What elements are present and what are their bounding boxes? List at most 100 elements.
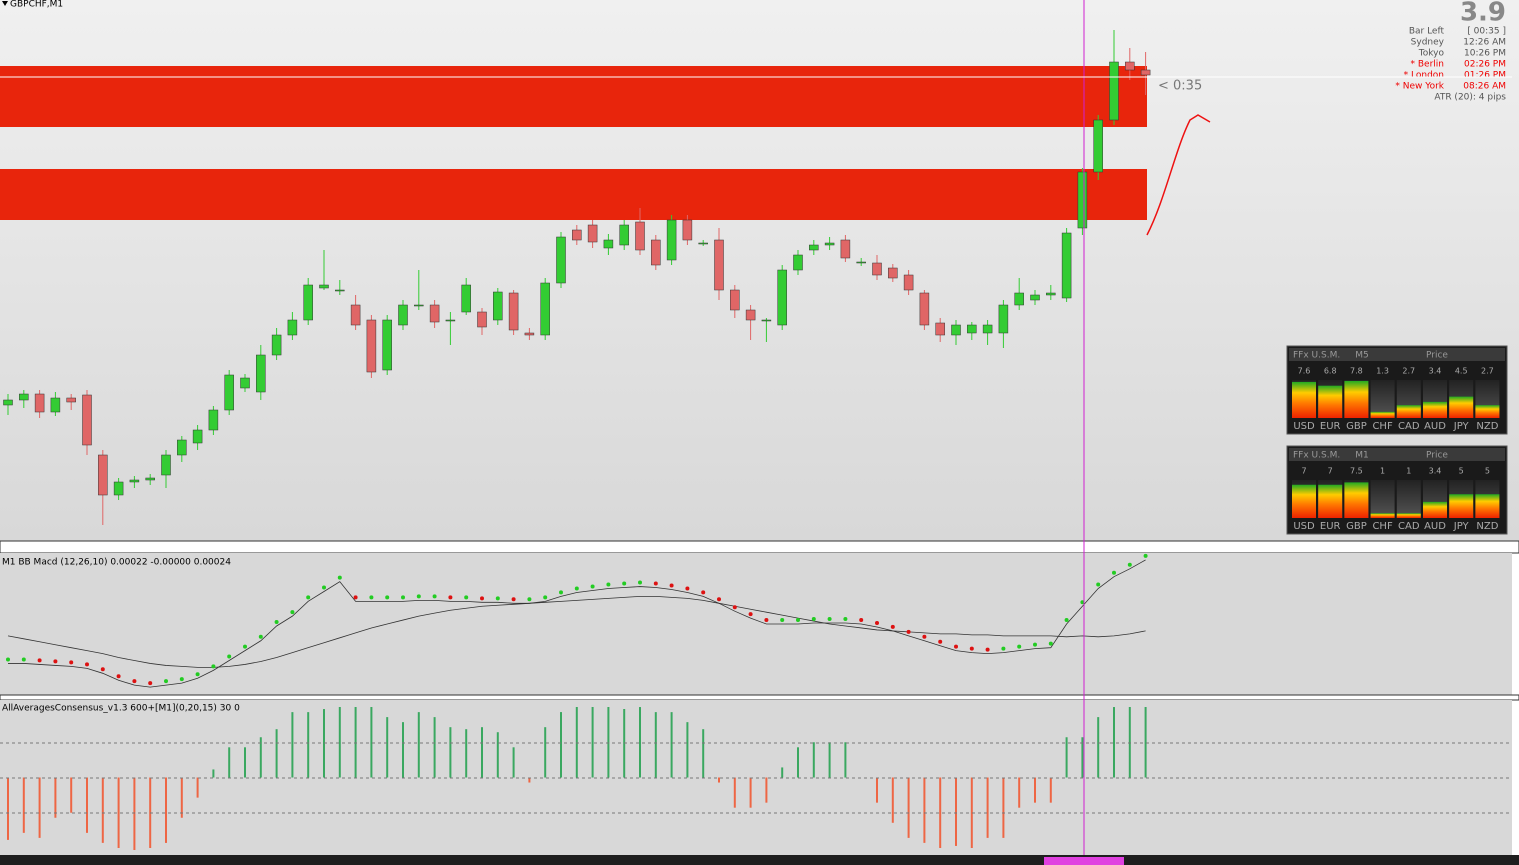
candle-body xyxy=(1125,61,1135,71)
strength-value: 7.5 xyxy=(1350,467,1363,476)
macd-dot xyxy=(258,634,263,639)
bar-bg xyxy=(1370,480,1395,518)
candle-body xyxy=(256,354,266,393)
candle-body xyxy=(603,239,614,249)
info-value: 12:26 AM xyxy=(1463,38,1506,48)
macd-dot xyxy=(21,657,26,662)
info-value: 02:26 PM xyxy=(1464,60,1506,70)
currency: NZD xyxy=(1476,421,1498,432)
currency: AUD xyxy=(1424,421,1446,432)
macd-dot xyxy=(195,672,200,677)
supply-zone xyxy=(0,66,1147,127)
macd-dot xyxy=(543,595,548,600)
macd-dot xyxy=(653,581,658,586)
candle-body xyxy=(98,454,108,496)
candle-body xyxy=(271,334,282,356)
currency: GBP xyxy=(1346,421,1367,432)
strength-bar xyxy=(1292,381,1316,418)
candle-body xyxy=(809,244,819,251)
macd-dot xyxy=(6,657,10,662)
pane-separator xyxy=(0,694,1519,701)
spread-value: 3.9 xyxy=(1460,0,1506,28)
macd-dot xyxy=(669,583,674,588)
macd-dot xyxy=(227,654,232,659)
macd-dot xyxy=(290,610,295,615)
candle-body xyxy=(240,377,250,389)
macd-dot xyxy=(243,644,247,649)
candle-body xyxy=(461,284,471,313)
panel-title: FFx U.S.M. xyxy=(1293,351,1340,361)
macd-dot xyxy=(732,605,737,610)
info-value: [ 00:35 ] xyxy=(1467,27,1506,37)
candle-body xyxy=(635,221,645,251)
strength-bar xyxy=(1318,484,1343,518)
candle-body xyxy=(398,304,408,326)
macd-pane xyxy=(0,553,1512,695)
candle-body xyxy=(1046,292,1056,296)
currency: GBP xyxy=(1346,521,1367,532)
macd-dot xyxy=(164,679,168,684)
candle-body xyxy=(113,481,124,496)
macd-dot xyxy=(480,596,484,601)
macd-dot xyxy=(764,618,769,623)
candle-body xyxy=(935,322,945,336)
strength-value: 3.4 xyxy=(1429,367,1442,376)
candle-body xyxy=(793,254,803,271)
strength-value: 2.7 xyxy=(1481,367,1494,376)
macd-dot xyxy=(638,580,642,585)
macd-dot xyxy=(100,667,105,672)
candle-body xyxy=(1014,292,1024,306)
strength-value: 1.3 xyxy=(1376,367,1389,376)
candle-body xyxy=(714,239,724,291)
macd-dot xyxy=(875,620,879,625)
candle-body xyxy=(540,282,550,336)
info-value: 01:26 PM xyxy=(1464,71,1506,81)
strength-bar xyxy=(1396,405,1421,418)
strength-bar xyxy=(1475,405,1500,418)
candle-body xyxy=(824,242,835,246)
candle-body xyxy=(619,224,629,246)
strength-value: 7 xyxy=(1328,467,1333,476)
macd-dot xyxy=(1080,600,1085,605)
macd-dot xyxy=(859,618,864,623)
candle-body xyxy=(82,394,92,446)
macd-dot xyxy=(353,595,358,600)
strength-bar xyxy=(1318,385,1343,418)
consensus-label: AllAveragesConsensus_v1.3 600+[M1](0,20,… xyxy=(2,704,240,714)
candle-body xyxy=(777,269,787,326)
macd-dot xyxy=(954,644,958,649)
macd-dot xyxy=(148,681,153,686)
currency: CHF xyxy=(1372,421,1393,432)
info-label: * Berlin xyxy=(1411,60,1444,70)
macd-dot xyxy=(116,674,121,679)
candle-body xyxy=(1077,171,1088,229)
panel-timeframe: M1 xyxy=(1355,451,1369,461)
candle-body xyxy=(445,319,456,322)
strength-bar xyxy=(1344,380,1369,418)
candle-body xyxy=(192,429,203,444)
candle-body xyxy=(903,274,914,291)
signal-line xyxy=(7,596,1146,668)
candle-body xyxy=(224,374,234,411)
currency: JPY xyxy=(1453,421,1470,432)
macd-dot xyxy=(211,664,216,669)
candle-body xyxy=(572,229,582,241)
macd-dot xyxy=(1001,646,1006,651)
macd-dot xyxy=(890,624,895,629)
candle-body xyxy=(1061,232,1072,299)
candle-body xyxy=(1093,119,1103,173)
symbol: GBPCHF,M1 xyxy=(10,0,63,10)
candle-body xyxy=(730,289,740,311)
candle-body xyxy=(477,311,487,328)
macd-dot xyxy=(1033,642,1037,647)
currency: CAD xyxy=(1398,521,1420,532)
macd-dot xyxy=(53,659,58,664)
candle-body xyxy=(682,219,693,241)
candle-body xyxy=(350,304,361,326)
macd-dot xyxy=(401,595,405,600)
hand-drawn-arrow xyxy=(1146,114,1211,236)
macd-label: M1 BB Macd (12,26,10) 0.00022 -0.00000 0… xyxy=(2,558,231,568)
macd-dot xyxy=(685,586,690,591)
macd-dot xyxy=(69,660,74,665)
